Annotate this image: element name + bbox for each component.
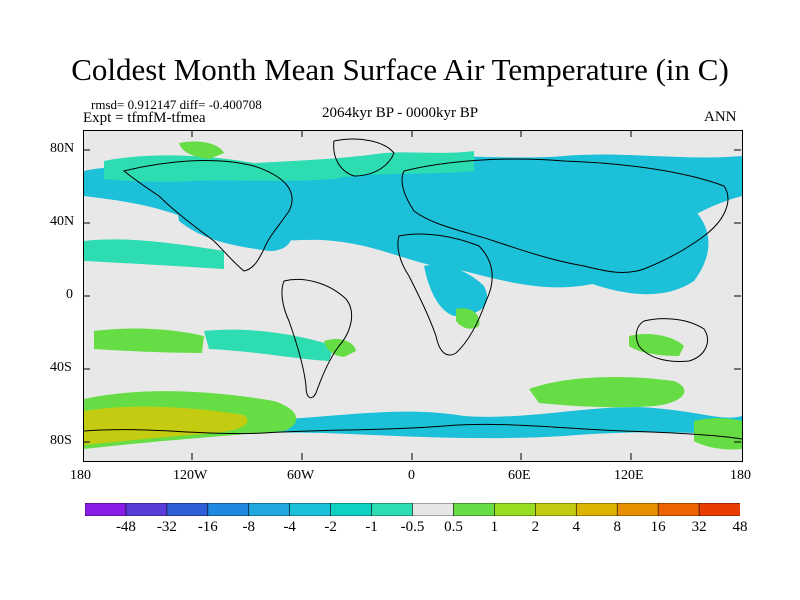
colorbar-swatch [248, 503, 291, 516]
lat-label-0: 0 [66, 287, 73, 302]
colorbar-swatch [125, 503, 168, 516]
colorbar-label: -1 [365, 519, 378, 535]
colorbar-label: -0.5 [400, 519, 425, 535]
colorbar-label: 0.5 [444, 519, 463, 535]
map-title: Coldest Month Mean Surface Air Temperatu… [71, 52, 729, 87]
colorbar-swatch [453, 503, 496, 516]
colorbar-swatch [207, 503, 250, 516]
colorbar-label: 48 [732, 519, 748, 535]
north-cool-light [104, 151, 474, 182]
colorbar-swatch [289, 503, 332, 516]
colorbar [85, 503, 740, 516]
lon-label-60w: 60W [287, 468, 315, 483]
colorbar-swatch [412, 503, 455, 516]
lon-label-120e: 120E [614, 468, 644, 483]
north-america-cool [174, 184, 293, 251]
asia-cool [484, 169, 709, 295]
lon-label-120w: 120W [173, 468, 208, 483]
period-label: 2064kyr BP - 0000kyr BP [322, 105, 479, 121]
lat-label-40s: 40S [50, 360, 72, 375]
stats-line: rmsd= 0.912147 diff= -0.400708 [91, 97, 262, 112]
greenland-coast [333, 138, 395, 177]
colorbar-label: 32 [691, 519, 707, 535]
colorbar-label: -16 [197, 519, 218, 535]
colorbar-label: -48 [115, 519, 136, 535]
lat-label-80s: 80S [50, 433, 72, 448]
colorbar-swatch [698, 503, 740, 516]
colorbar-swatch [166, 503, 209, 516]
colorbar-label: 16 [650, 519, 666, 535]
lon-label-60e: 60E [508, 468, 531, 483]
colorbar-label: 4 [572, 519, 581, 535]
colorbar-swatch [535, 503, 578, 516]
lon-label-0: 0 [408, 468, 415, 483]
antarctic-warm-west-yellow [84, 406, 248, 445]
map-field [84, 138, 742, 450]
positive-anomaly-regions [84, 141, 742, 450]
indian-ocean-warm [529, 377, 685, 408]
colorbar-label: -32 [156, 519, 177, 535]
colorbar-label: 8 [613, 519, 621, 535]
coastlines [84, 138, 742, 440]
negative-anomaly-regions [84, 151, 742, 439]
colorbar-swatch [657, 503, 700, 516]
season-label: ANN [704, 109, 737, 125]
south-america-warm [324, 339, 356, 357]
colorbar-swatch [616, 503, 659, 516]
africa-coast [397, 233, 493, 356]
colorbar-swatch [494, 503, 537, 516]
colorbar-swatch [330, 503, 373, 516]
colorbar-label: -8 [242, 519, 256, 535]
colorbar-label: 1 [490, 519, 499, 535]
lat-label-40n: 40N [50, 214, 75, 229]
east-antarctic-warm [694, 418, 742, 450]
colorbar-swatch [575, 503, 618, 516]
greenland-warm [179, 141, 224, 159]
south-pacific-cool [204, 329, 334, 361]
colorbar-label: -2 [324, 519, 337, 535]
north-america-coast [122, 160, 293, 272]
africa-warm [456, 308, 480, 329]
lon-label-180e: 180 [730, 468, 751, 483]
australia-warm [629, 334, 684, 356]
africa-cool [424, 264, 488, 316]
antarctica-coast [84, 423, 742, 440]
south-america-coast [281, 278, 353, 399]
colorbar-swatch [85, 503, 127, 516]
eurasia-coast [401, 158, 729, 273]
colorbar-label: 2 [531, 519, 540, 535]
north-pacific-warm [94, 328, 204, 353]
lat-label-80n: 80N [50, 141, 75, 156]
colorbar-label: -4 [283, 519, 296, 535]
colorbar-swatch [371, 503, 414, 516]
experiment-label: Expt = tfmfM-tfmea [83, 110, 206, 126]
australia-coast [635, 318, 708, 362]
pacific-cool-light [84, 239, 224, 269]
map-panel [83, 130, 743, 462]
lon-label-180w: 180 [70, 468, 91, 483]
